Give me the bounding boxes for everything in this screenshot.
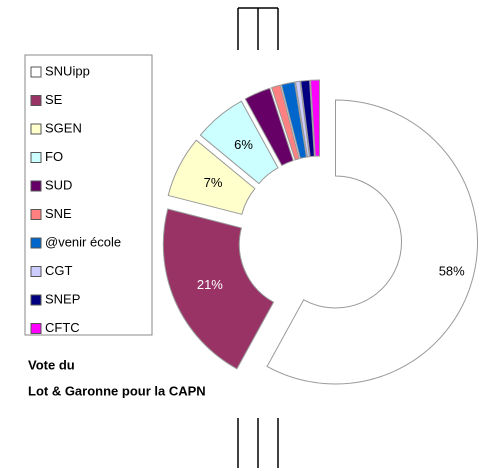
chart: Vote du Lot & Garonne pour la CAPN SNUip… [0,0,501,472]
legend-swatch [31,267,41,277]
legend-label: CFTC [45,320,80,335]
value-label: 6% [234,137,253,152]
legend-label: SUD [45,177,72,192]
legend-swatch [31,153,41,163]
page: Vote du Lot & Garonne pour la CAPN SNUip… [0,0,501,472]
legend-swatch [31,67,41,77]
legend-swatch [31,324,41,334]
legend-label: SGEN [45,120,82,135]
legend-swatch [31,238,41,248]
legend-label: @venir école [45,234,121,249]
legend-swatch [31,124,41,134]
legend-label: CGT [45,263,73,278]
value-label: 7% [204,175,223,190]
legend-swatch [31,181,41,191]
legend-swatch [31,210,41,220]
legend-label: FO [45,149,63,164]
value-label: 21% [197,277,223,292]
chart-subtitle: Lot & Garonne pour la CAPN [28,383,206,398]
legend-swatch [31,96,41,106]
legend-label: SNE [45,206,72,221]
legend-label: SNUipp [45,63,90,78]
decoration [238,8,278,468]
value-label: 58% [439,263,465,278]
chart-title: Vote du [28,357,75,372]
legend-label: SE [45,92,63,107]
legend-label: SNEP [45,291,80,306]
legend-swatch [31,295,41,305]
